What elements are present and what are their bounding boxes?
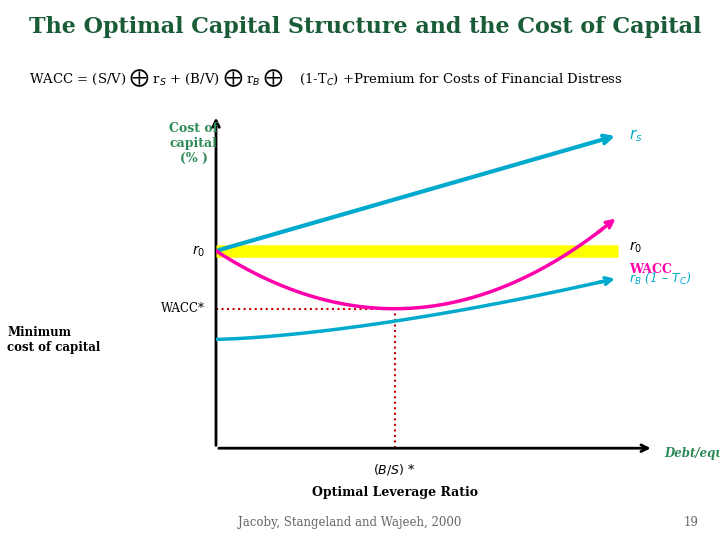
Text: $r_0$: $r_0$ (629, 240, 642, 255)
Text: Jacoby, Stangeland and Wajeeh, 2000: Jacoby, Stangeland and Wajeeh, 2000 (238, 516, 461, 529)
Text: Optimal Leverage Ratio: Optimal Leverage Ratio (312, 486, 477, 499)
Text: $r_0$: $r_0$ (192, 243, 205, 259)
Text: 19: 19 (683, 516, 698, 529)
Text: $(B/S)$ *: $(B/S)$ * (373, 462, 416, 477)
Text: $r_B$ (1 – $T_C$): $r_B$ (1 – $T_C$) (629, 271, 692, 286)
Text: Cost of
capital
(% ): Cost of capital (% ) (169, 122, 218, 165)
Text: WACC*: WACC* (161, 302, 205, 315)
Text: Debt/equity ratio (B/S): Debt/equity ratio (B/S) (665, 447, 720, 460)
Text: WACC = (S/V) $\bigoplus$ r$_S$ + (B/V) $\bigoplus$ r$_B$ $\bigoplus$    (1-T$_C$: WACC = (S/V) $\bigoplus$ r$_S$ + (B/V) $… (29, 68, 623, 89)
Text: Minimum
cost of capital: Minimum cost of capital (7, 326, 101, 354)
Text: The Optimal Capital Structure and the Cost of Capital: The Optimal Capital Structure and the Co… (29, 16, 701, 38)
Text: WACC: WACC (629, 263, 672, 276)
Text: $r_s$: $r_s$ (629, 127, 642, 144)
